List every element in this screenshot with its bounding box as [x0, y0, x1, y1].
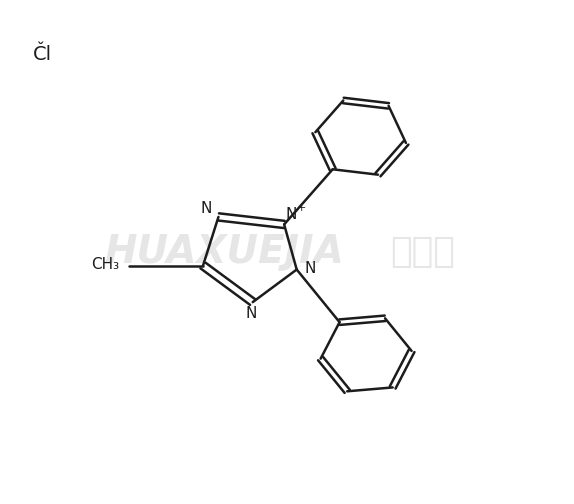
Text: N: N	[200, 202, 212, 216]
Text: HUAXUEJIA: HUAXUEJIA	[104, 233, 344, 271]
Text: Čl: Čl	[33, 44, 52, 64]
Text: N: N	[305, 261, 316, 276]
Text: CH₃: CH₃	[91, 257, 119, 272]
Text: 化学加: 化学加	[390, 235, 455, 269]
Text: N: N	[245, 305, 257, 321]
Text: +: +	[297, 203, 306, 213]
Text: N: N	[285, 207, 297, 222]
